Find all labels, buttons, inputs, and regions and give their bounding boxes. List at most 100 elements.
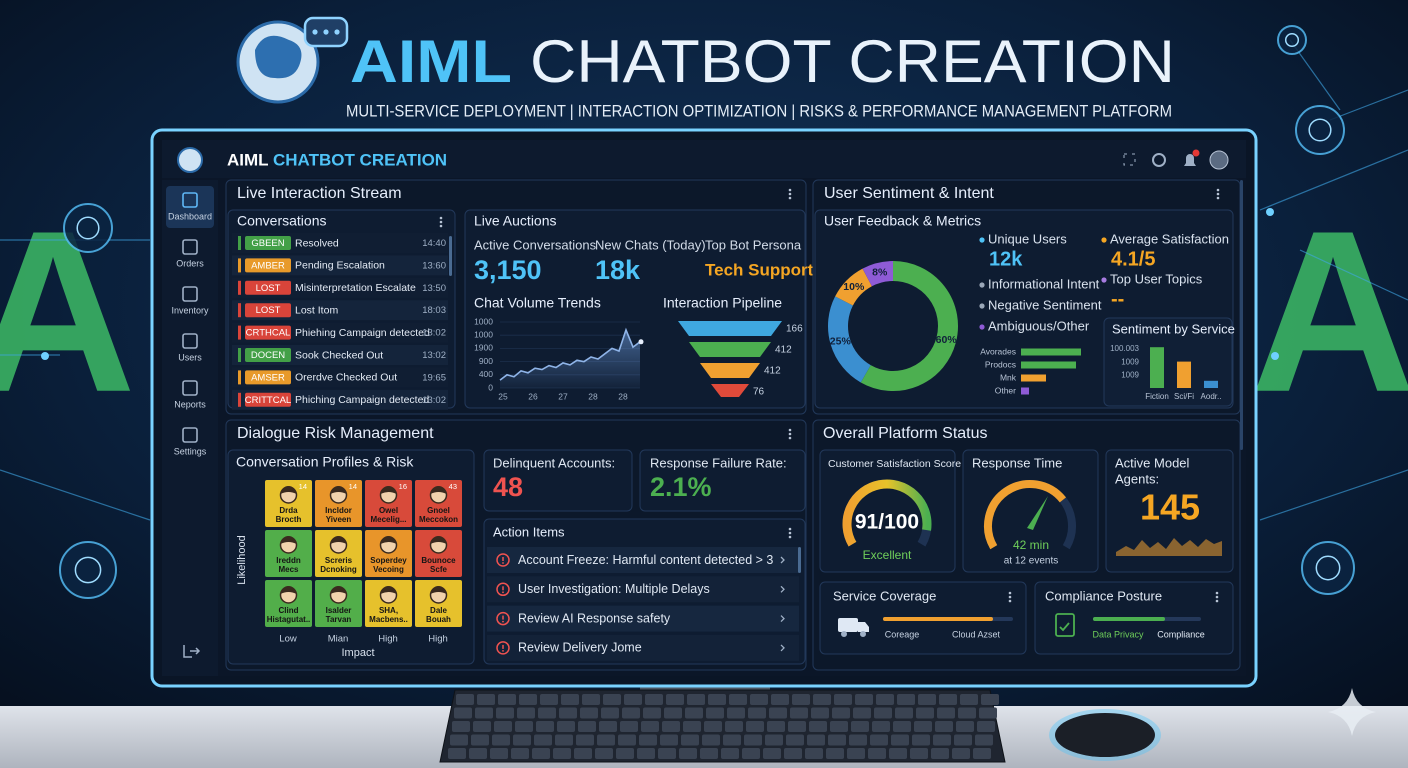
status-tag: [245, 280, 291, 295]
conversation-text: Orerdve Checked Out: [295, 372, 397, 384]
menu-dot[interactable]: [439, 224, 443, 228]
gauge-note: at 12 events: [1004, 556, 1058, 567]
menu-dot[interactable]: [788, 436, 792, 440]
menu-dot[interactable]: [788, 432, 792, 436]
circuit-line: [1259, 149, 1408, 211]
key: [725, 721, 743, 732]
key: [637, 748, 655, 759]
menu-dot[interactable]: [439, 220, 443, 224]
key: [519, 694, 537, 705]
nav-icon[interactable]: [182, 427, 198, 443]
nav-icon[interactable]: [182, 380, 198, 396]
menu-dot[interactable]: [1008, 595, 1012, 599]
menu-dot[interactable]: [1215, 591, 1219, 595]
key: [727, 707, 745, 719]
key: [490, 748, 508, 759]
profile-name: Screris: [325, 556, 353, 565]
profile-name: Mecs: [278, 565, 299, 574]
progress-label: Compliance: [1157, 629, 1205, 639]
funnel-stage: [689, 342, 771, 357]
conversation-time: 18:03: [422, 305, 446, 316]
menu-dot[interactable]: [1008, 599, 1012, 603]
key: [744, 734, 762, 746]
gauge-fill: [842, 479, 932, 547]
key: [895, 707, 913, 719]
trend-area: [500, 329, 640, 388]
avatar-hair: [330, 536, 347, 544]
action-text: User Investigation: Multiple Delays: [518, 582, 710, 596]
key: [960, 694, 978, 705]
y-tick-label: 1009: [1121, 357, 1139, 366]
key: [786, 734, 804, 746]
progress-fill: [1093, 617, 1165, 621]
key: [536, 721, 554, 732]
nav-label: Inventory: [171, 305, 209, 315]
key: [639, 734, 657, 746]
menu-dot[interactable]: [1216, 196, 1220, 200]
nav-icon[interactable]: [182, 239, 198, 255]
profile-name: SHA,: [379, 606, 398, 615]
card: [962, 449, 1099, 573]
row-accent: [238, 325, 241, 340]
profile-name: Bouah: [426, 615, 451, 624]
action-row[interactable]: [487, 634, 799, 661]
x-tick-label: 28: [588, 391, 598, 401]
metric-label: Ambiguous/Other: [988, 318, 1090, 333]
menu-dot[interactable]: [788, 188, 792, 192]
key: [534, 734, 552, 746]
profile-name: Macbens..: [369, 615, 408, 624]
donut-segment: [828, 296, 872, 383]
tech-icon: [63, 203, 113, 253]
tech-icon-core: [74, 556, 102, 584]
progress-label: Coreage: [885, 629, 920, 639]
subpanel-title: Conversation Profiles & Risk: [236, 454, 414, 470]
action-row[interactable]: [487, 547, 799, 573]
logout-button[interactable]: [183, 645, 201, 658]
settings-button[interactable]: [1152, 153, 1166, 167]
sparkle: [1328, 688, 1376, 736]
menu-dot[interactable]: [788, 531, 792, 535]
avatar-hair: [280, 486, 297, 494]
key: [450, 734, 468, 746]
x-tick-label: Fiction: [1145, 392, 1169, 401]
fullscreen-button[interactable]: [1123, 153, 1136, 166]
menu-dot[interactable]: [788, 535, 792, 539]
metric-label: Unique Users: [988, 231, 1067, 246]
menu-dot[interactable]: [788, 527, 792, 531]
action-row[interactable]: [487, 605, 799, 632]
menu-dot[interactable]: [788, 192, 792, 196]
topic-bar: [1021, 387, 1029, 395]
key: [622, 707, 640, 719]
menu-dot[interactable]: [1215, 595, 1219, 599]
nav-icon[interactable]: [182, 333, 198, 349]
profile-button[interactable]: [1209, 150, 1229, 170]
menu-dot[interactable]: [788, 196, 792, 200]
nav-icon[interactable]: [182, 192, 198, 208]
conversation-time: 13:50: [422, 283, 446, 294]
glow-dot: [41, 352, 49, 360]
menu-dot[interactable]: [1216, 188, 1220, 192]
clipboard-check: [1059, 622, 1070, 632]
menu-dot[interactable]: [439, 216, 443, 220]
topic-bar: [1021, 348, 1081, 356]
truck-wheel: [860, 631, 866, 637]
key: [557, 721, 575, 732]
profile-name: Drda: [279, 506, 298, 515]
key: [685, 707, 703, 719]
key: [559, 707, 577, 719]
y-tick-label: 900: [479, 356, 493, 366]
key: [868, 748, 886, 759]
x-tick-label: High: [378, 634, 398, 645]
menu-dot[interactable]: [1215, 599, 1219, 603]
notifications-button[interactable]: [1184, 154, 1196, 166]
row-accent: [238, 258, 241, 273]
action-row[interactable]: [487, 576, 799, 603]
menu-dot[interactable]: [1216, 192, 1220, 196]
key: [933, 734, 951, 746]
key: [912, 734, 930, 746]
nav-icon[interactable]: [182, 286, 198, 302]
key: [553, 748, 571, 759]
menu-dot[interactable]: [788, 428, 792, 432]
kpi-value: 48: [493, 472, 523, 502]
menu-dot[interactable]: [1008, 591, 1012, 595]
